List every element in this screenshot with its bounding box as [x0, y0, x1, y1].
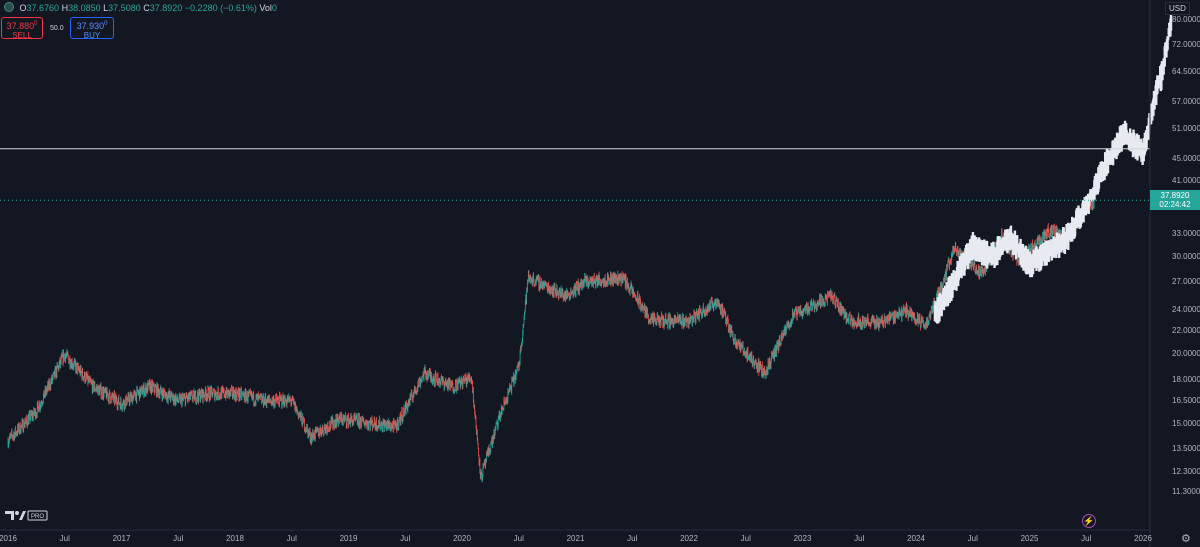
projection-bar: [1019, 244, 1023, 255]
projection-bar: [1087, 199, 1090, 215]
x-tick-label: 2017: [112, 534, 131, 543]
projection-bar: [960, 253, 963, 279]
projection-bar: [1157, 83, 1160, 89]
tradingview-logo-icon[interactable]: PRO: [4, 509, 48, 522]
last-price-badge: 37.8920 02:24:42: [1150, 190, 1200, 211]
x-tick-label: 2018: [226, 534, 244, 543]
projection-bar: [1109, 150, 1113, 165]
projection-bar: [1016, 235, 1019, 251]
y-tick-label: 20.0000: [1172, 349, 1200, 359]
x-tick-label: 2023: [793, 534, 812, 543]
projection-bar: [1072, 218, 1075, 229]
x-tick-label: 2024: [907, 534, 925, 543]
y-tick-label: 13.5000: [1172, 444, 1200, 454]
projection-bar: [1020, 252, 1023, 268]
projection-bar: [1088, 197, 1091, 207]
y-tick-label: 51.0000: [1172, 123, 1200, 133]
projection-bar: [1082, 208, 1085, 223]
projection-bar: [1099, 167, 1103, 183]
y-tick-label: 27.0000: [1172, 276, 1200, 286]
x-tick-label: Jul: [1081, 534, 1092, 543]
y-tick-label: 16.5000: [1172, 395, 1200, 405]
y-tick-label: 30.0000: [1172, 251, 1200, 261]
x-tick-label: 2022: [680, 534, 698, 543]
x-tick-label: Jul: [286, 534, 297, 543]
y-tick-label: 45.0000: [1172, 153, 1200, 163]
y-tick-label: 15.0000: [1172, 418, 1200, 428]
projection-bar: [978, 248, 981, 263]
currency-selector[interactable]: USD: [1165, 2, 1190, 15]
projection-bar: [951, 275, 954, 298]
y-tick-label: 41.0000: [1172, 176, 1200, 186]
symbol-dot-icon[interactable]: [4, 2, 14, 12]
projection-bar: [1166, 36, 1169, 50]
projection-bar: [988, 246, 992, 257]
projection-bar: [1103, 163, 1106, 181]
projection-bar: [953, 278, 956, 291]
projection-bar: [1083, 197, 1086, 212]
projection-bar: [1163, 46, 1166, 67]
y-tick-label: 72.0000: [1172, 40, 1200, 50]
projection-series: [933, 9, 1173, 324]
x-tick-label: Jul: [59, 534, 70, 543]
y-tick-label: 18.0000: [1172, 374, 1200, 384]
bolt-icon[interactable]: ⚡: [1082, 514, 1096, 528]
projection-bar: [1033, 260, 1036, 269]
projection-bar: [1169, 9, 1173, 31]
y-tick-label: 80.0000: [1172, 15, 1200, 24]
pro-badge: PRO: [31, 514, 44, 520]
x-tick-label: 2026: [1134, 534, 1152, 543]
ohlc-legend: O37.6760 H38.0850 L37.5080 C37.8920 −0.2…: [4, 2, 277, 13]
projection-bar: [1097, 176, 1101, 189]
x-tick-label: Jul: [627, 534, 638, 543]
y-tick-label: 24.0000: [1172, 305, 1200, 315]
x-tick-label: Jul: [740, 534, 751, 543]
projection-bar: [952, 270, 955, 287]
sell-button[interactable]: 37.8800 SELL: [1, 17, 43, 40]
gear-icon[interactable]: ⚙: [1181, 533, 1191, 545]
y-tick-label: 33.0000: [1172, 228, 1200, 238]
projection-bar: [1166, 36, 1170, 41]
y-tick-label: 57.0000: [1172, 96, 1200, 106]
x-tick-label: Jul: [854, 534, 865, 543]
x-tick-label: 2021: [566, 534, 585, 543]
spread-value: 50.0: [50, 25, 64, 32]
x-tick-label: 2019: [339, 534, 358, 543]
x-tick-label: 2020: [453, 534, 471, 543]
x-tick-label: Jul: [173, 534, 184, 543]
projection-bar: [1153, 91, 1156, 110]
projection-bar: [941, 296, 944, 309]
buy-button[interactable]: 37.9300 BUY: [70, 17, 114, 40]
x-tick-label: Jul: [967, 534, 978, 543]
projection-bar: [1145, 134, 1148, 149]
x-tick-label: Jul: [513, 534, 524, 543]
y-tick-label: 11.3000: [1172, 487, 1200, 496]
projection-bar: [1073, 221, 1077, 237]
projection-bar: [983, 252, 987, 261]
x-tick-label: 2016: [0, 534, 17, 543]
projection-bar: [1050, 246, 1054, 261]
projection-bar: [1080, 208, 1083, 225]
x-tick-label: Jul: [400, 534, 411, 543]
projection-bar: [1131, 142, 1135, 158]
candlestick-series: [7, 192, 1096, 483]
y-tick-label: 64.5000: [1172, 66, 1200, 76]
y-tick-label: 22.0000: [1172, 326, 1200, 336]
x-tick-label: 2025: [1020, 534, 1039, 543]
y-tick-label: 12.3000: [1172, 466, 1200, 476]
